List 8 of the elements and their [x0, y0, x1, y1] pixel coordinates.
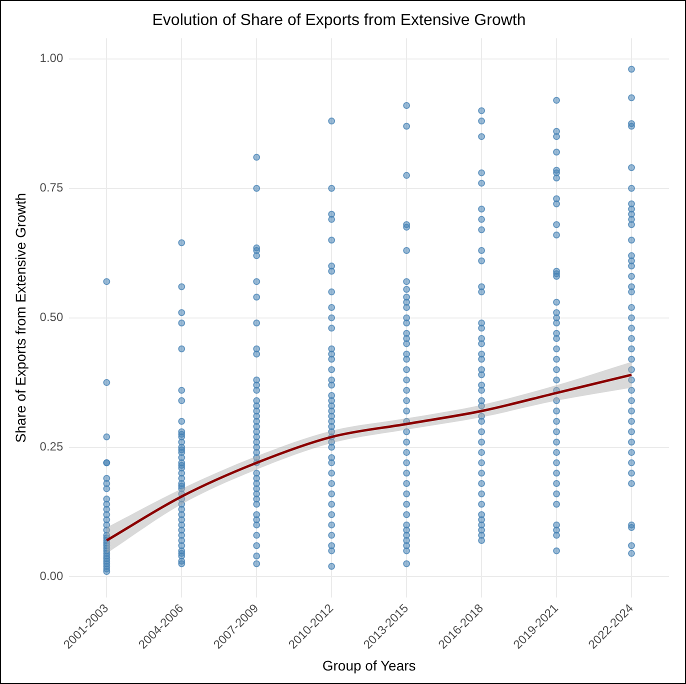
y-tick-label: 0.00 — [40, 569, 64, 584]
y-tick-label: 0.75 — [40, 180, 64, 195]
x-axis-title: Group of Years — [322, 657, 416, 674]
y-tick-label: 0.50 — [40, 310, 64, 324]
y-tick-label: 0.25 — [40, 440, 64, 454]
y-axis-title: Share of Exports from Extensive Growth — [12, 192, 28, 443]
y-tick-label: 1.00 — [40, 51, 64, 66]
chart-title: Evolution of Share of Exports from Extensive Growth — [152, 12, 526, 30]
